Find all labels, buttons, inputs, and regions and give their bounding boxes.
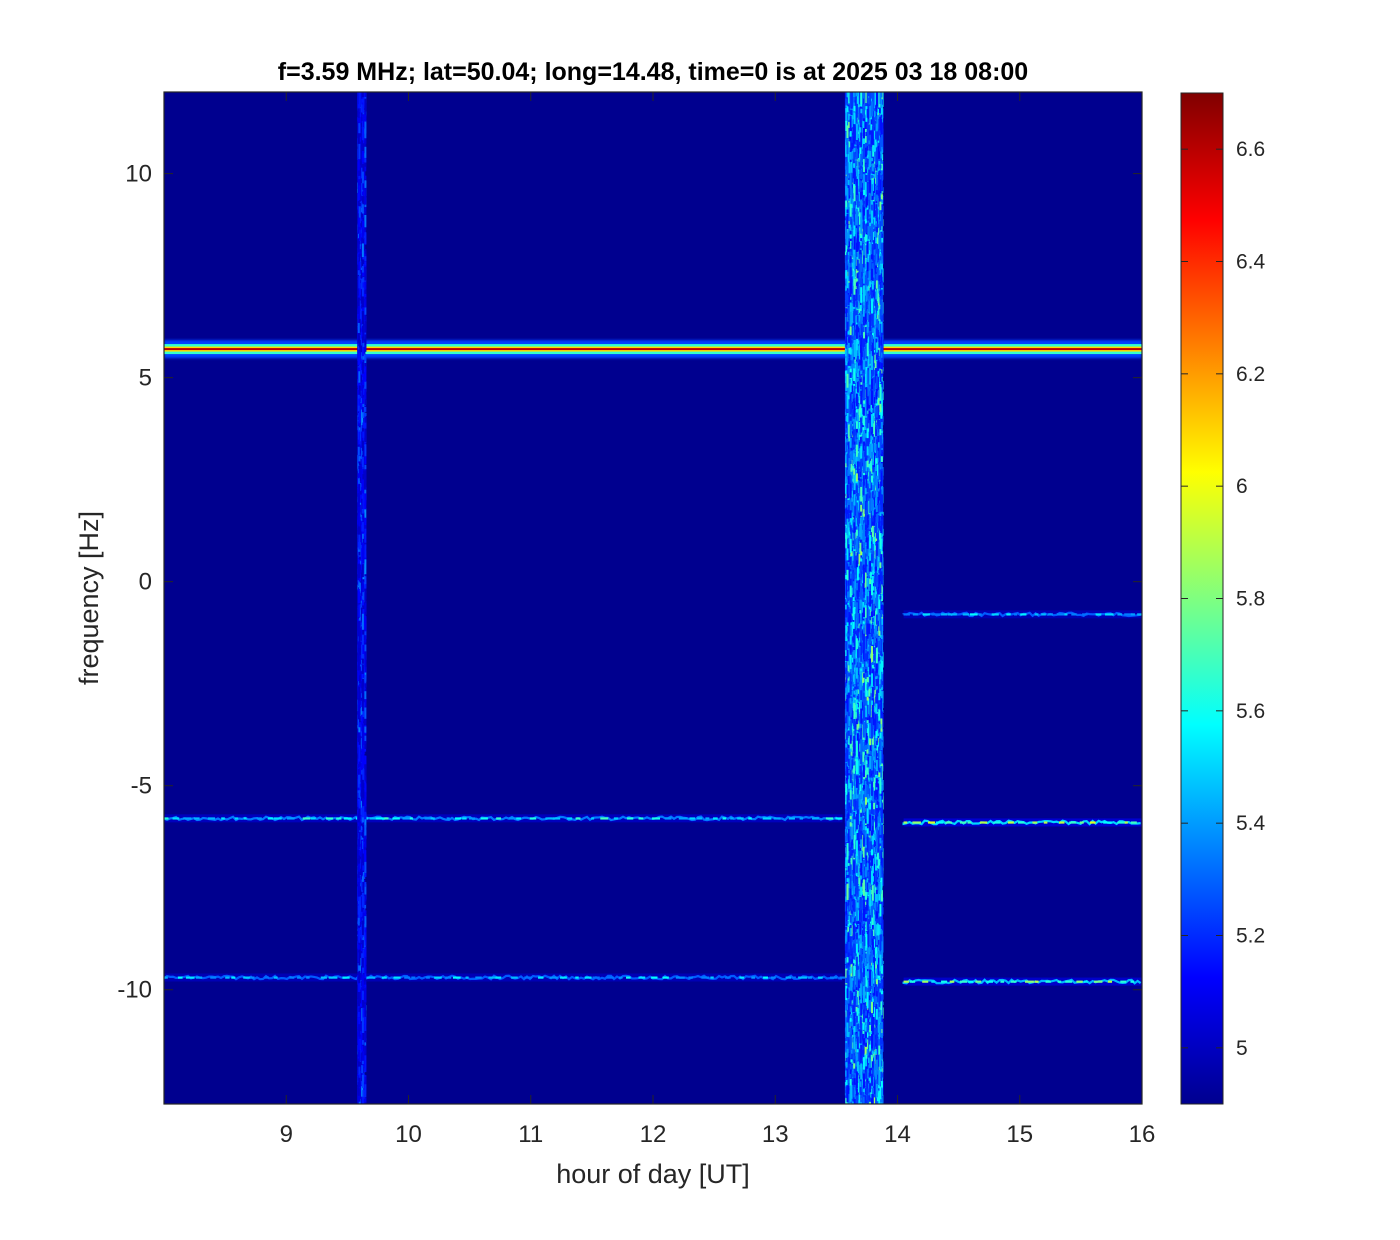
horizontal-line-1: [902, 610, 1142, 619]
horizontal-line-0: [164, 340, 1142, 359]
x-axis-label: hour of day [UT]: [556, 1159, 750, 1189]
colorbar-tick-label: 6.2: [1236, 363, 1265, 386]
x-tick-label: 13: [762, 1121, 789, 1148]
y-axis-ticks: 10 5 0 -5 -10: [117, 161, 1142, 1004]
colorbar-tick-label: 6.6: [1236, 138, 1265, 161]
horizontal-line-4: [164, 973, 847, 982]
x-tick-label: 14: [884, 1121, 911, 1148]
x-tick-label: 16: [1129, 1121, 1156, 1148]
y-tick-label: 0: [139, 569, 152, 596]
plot-area: 10 5 0 -5 -10 9 10 11 12 13 14 15 16: [117, 91, 1156, 1148]
x-tick-label: 9: [280, 1121, 293, 1148]
vertical-band-6: [357, 92, 367, 1104]
heatmap-background: [164, 92, 1142, 1104]
x-tick-label: 12: [640, 1121, 667, 1148]
y-tick-label: -5: [131, 773, 152, 800]
colorbar-ticks: 5 5.2 5.4 5.6 5.8 6 6.2 6.4 6.6: [1181, 138, 1266, 1060]
x-tick-label: 15: [1006, 1121, 1033, 1148]
colorbar-tick-label: 5.2: [1236, 925, 1265, 948]
y-tick-label: 5: [139, 365, 152, 392]
colorbar-tick-label: 5.6: [1236, 700, 1265, 723]
y-tick-label: 10: [125, 161, 152, 188]
heatmap-features: [164, 92, 1142, 1104]
colorbar-tick-label: 6.4: [1236, 251, 1266, 274]
x-tick-label: 10: [395, 1121, 422, 1148]
colorbar-tick-label: 5.8: [1236, 588, 1265, 611]
y-axis-label: frequency [Hz]: [74, 511, 104, 685]
horizontal-line-2: [164, 814, 843, 823]
colorbar-tick-label: 6: [1236, 475, 1248, 498]
horizontal-line-3: [902, 818, 1142, 827]
colorbar-tick-label: 5.4: [1236, 812, 1266, 835]
colorbar: 5 5.2 5.4 5.6 5.8 6 6.2 6.4 6.6: [1180, 92, 1266, 1105]
chart-title: f=3.59 MHz; lat=50.04; long=14.48, time=…: [278, 58, 1028, 86]
horizontal-line-5: [902, 977, 1142, 986]
vertical-band-7: [844, 92, 884, 1104]
x-axis-ticks: 9 10 11 12 13 14 15 16: [280, 92, 1156, 1148]
x-tick-label: 11: [518, 1121, 543, 1148]
y-tick-label: -10: [117, 977, 152, 1004]
colorbar-tick-label: 5: [1236, 1037, 1248, 1060]
